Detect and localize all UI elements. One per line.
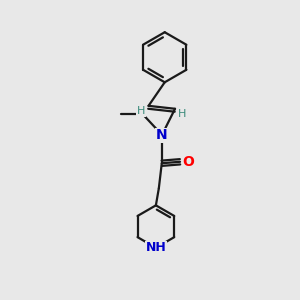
Text: NH: NH — [146, 241, 166, 254]
Text: H: H — [178, 109, 187, 119]
Text: O: O — [182, 155, 194, 169]
Text: N: N — [156, 128, 168, 142]
Text: H: H — [137, 106, 146, 116]
